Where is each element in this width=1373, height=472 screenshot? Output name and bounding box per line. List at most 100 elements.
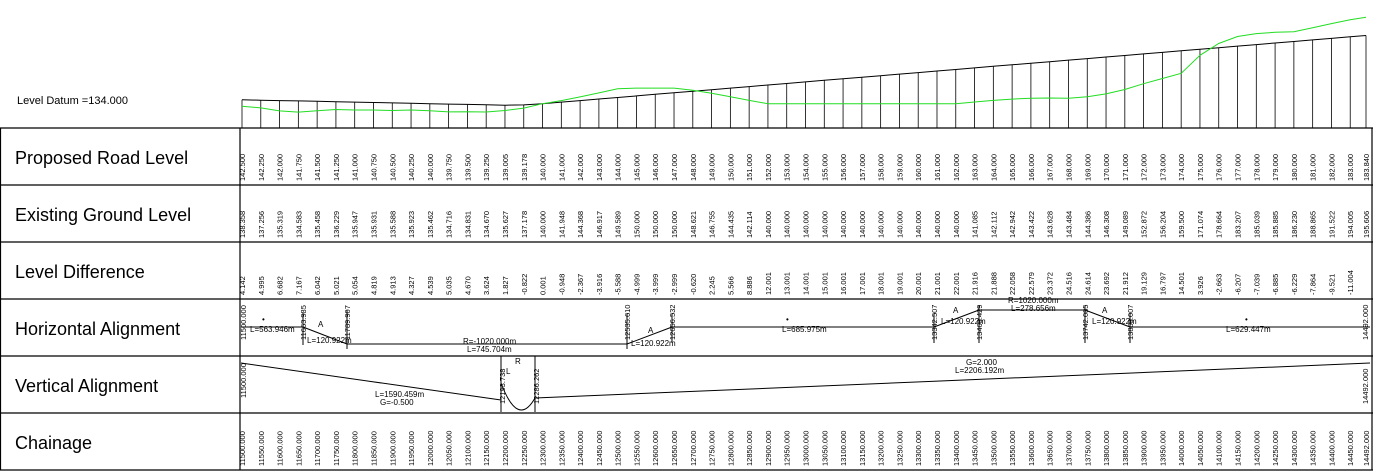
difference-value: 12.001 <box>764 272 773 295</box>
difference-value: 20.001 <box>914 272 923 295</box>
h-curve2-length: L=745.704m <box>467 345 512 354</box>
h-station-end: 14492.000 <box>1361 305 1370 340</box>
difference-value: 3.926 <box>1196 276 1205 295</box>
row-label-level-difference: Level Difference <box>15 262 145 282</box>
difference-value: 24.516 <box>1064 272 1073 295</box>
chainage-value: 13950.000 <box>1158 431 1167 466</box>
chainage-value: 14350.000 <box>1309 431 1318 466</box>
h-curve4-marker: A <box>953 306 959 315</box>
existing-value: 142.112 <box>989 211 998 238</box>
chainage-value: 13850.000 <box>1121 431 1130 466</box>
existing-value: 152.872 <box>1140 211 1149 238</box>
chainage-value: 13750.000 <box>1083 431 1092 466</box>
proposed-value: 141.500 <box>313 154 322 181</box>
h-curve6-length: L=120.922m <box>1092 317 1137 326</box>
difference-value: 22.058 <box>1008 272 1017 295</box>
h-curve1-length: L=120.922m <box>307 336 352 345</box>
difference-value: -6.885 <box>1271 274 1280 295</box>
existing-value: 195.606 <box>1362 211 1371 238</box>
chainage-value: 11800.000 <box>351 431 360 466</box>
existing-value: 141.085 <box>971 211 980 238</box>
chainage-value: 11650.000 <box>294 431 303 466</box>
h-station-e: 13342.507 <box>930 305 939 340</box>
existing-value: 191.522 <box>1327 211 1336 238</box>
existing-value: 146.308 <box>1102 211 1111 238</box>
proposed-value: 168.000 <box>1064 154 1073 181</box>
existing-ground-level-line <box>241 16 1367 113</box>
proposed-value: 172.000 <box>1140 154 1149 181</box>
difference-value: 17.001 <box>858 272 867 295</box>
proposed-value: 177.000 <box>1234 154 1243 181</box>
difference-value: 4.142 <box>238 276 247 295</box>
existing-value: 143.628 <box>1046 211 1055 238</box>
difference-value: 22.001 <box>952 272 961 295</box>
chainage-value: 13050.000 <box>820 431 829 466</box>
h-seg3-length: L=629.447m <box>1226 325 1271 334</box>
existing-value: 144.435 <box>726 211 735 238</box>
difference-value: -0.822 <box>520 274 529 295</box>
v-station-end: 14492.000 <box>1361 369 1370 404</box>
chainage-value: 13400.000 <box>952 431 961 466</box>
proposed-value: 140.000 <box>426 154 435 181</box>
chainage-value: 12100.000 <box>463 431 472 466</box>
proposed-value: 169.000 <box>1083 154 1092 181</box>
existing-value: 134.831 <box>463 211 472 238</box>
chainage-value: 14400.000 <box>1327 431 1336 466</box>
difference-value: 19.001 <box>895 272 904 295</box>
proposed-value: 164.000 <box>989 154 998 181</box>
difference-value: 5.054 <box>351 276 360 295</box>
profile-plot <box>241 16 1367 129</box>
existing-value: 149.089 <box>1121 211 1130 238</box>
difference-value: 5.035 <box>445 276 454 295</box>
proposed-value: 152.000 <box>764 154 773 181</box>
chainage-value: 11900.000 <box>388 431 397 466</box>
proposed-value: 157.000 <box>858 154 867 181</box>
v-curve-l-label: L <box>506 367 511 376</box>
proposed-value: 140.250 <box>407 154 416 181</box>
v-grade2-length: L=2206.192m <box>955 366 1004 375</box>
existing-value: 135.931 <box>369 211 378 238</box>
proposed-value: 176.000 <box>1215 154 1224 181</box>
difference-value: 6.042 <box>313 276 322 295</box>
difference-value: 8.886 <box>745 276 754 295</box>
chainage-value: 13600.000 <box>1027 431 1036 466</box>
proposed-value: 140.000 <box>539 154 548 181</box>
proposed-value: 140.750 <box>369 154 378 181</box>
chainage-value: 12200.000 <box>501 431 510 466</box>
existing-value: 140.000 <box>952 211 961 238</box>
chainage-value: 12250.000 <box>520 431 529 466</box>
existing-value: 140.000 <box>858 211 867 238</box>
v-grade1-length: L=1590.459m <box>375 390 424 399</box>
chainage-value: 12000.000 <box>426 431 435 466</box>
existing-value: 144.386 <box>1083 211 1092 238</box>
row-label-proposed-road-level: Proposed Road Level <box>15 148 188 168</box>
difference-value: 16.001 <box>839 272 848 295</box>
chainage-value: 12050.000 <box>445 431 454 466</box>
data-table-frame <box>0 127 1373 471</box>
proposed-value: 174.000 <box>1177 154 1186 181</box>
difference-value: -11.004 <box>1346 270 1355 295</box>
existing-value: 135.462 <box>426 211 435 238</box>
difference-value: 4.539 <box>426 276 435 295</box>
existing-value: 185.885 <box>1271 211 1280 238</box>
proposed-value: 178.000 <box>1252 154 1261 181</box>
existing-value: 156.204 <box>1158 211 1167 238</box>
chainage-value: 14150.000 <box>1234 431 1243 466</box>
proposed-value: 141.000 <box>557 154 566 181</box>
existing-value: 140.000 <box>820 211 829 238</box>
proposed-value: 140.500 <box>388 154 397 181</box>
difference-value: 5.021 <box>332 276 341 295</box>
h-dot: • <box>262 315 265 324</box>
proposed-value: 180.000 <box>1290 154 1299 181</box>
difference-value: 21.888 <box>989 272 998 295</box>
existing-value: 159.500 <box>1177 211 1186 238</box>
proposed-value: 154.000 <box>802 154 811 181</box>
difference-value: 7.167 <box>294 276 303 295</box>
existing-value: 186.230 <box>1290 211 1299 238</box>
proposed-value: 142.500 <box>238 154 247 181</box>
difference-value: 19.129 <box>1140 272 1149 295</box>
proposed-value: 139.500 <box>463 154 472 181</box>
existing-value: 171.074 <box>1196 211 1205 238</box>
chainage-value: 14000.000 <box>1177 431 1186 466</box>
